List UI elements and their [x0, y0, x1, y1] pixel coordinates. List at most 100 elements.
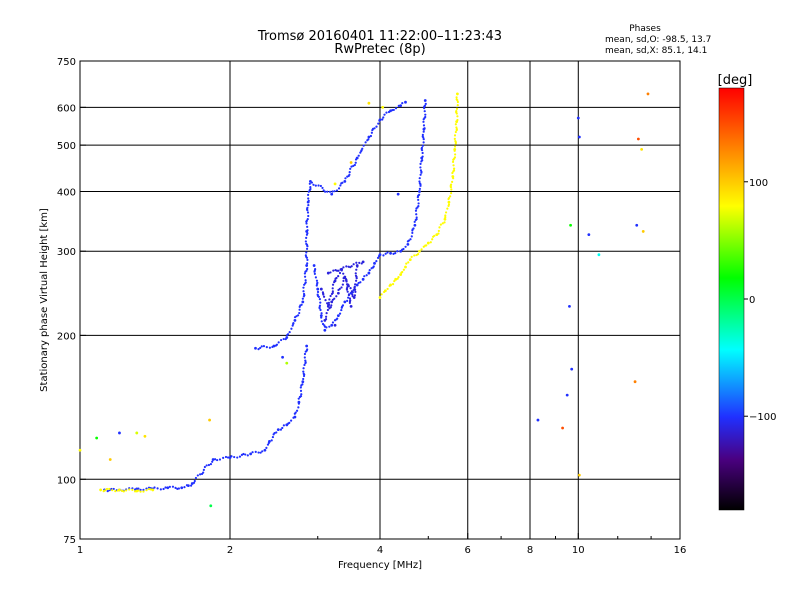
- trace-dot: [348, 173, 351, 176]
- trace-dot: [174, 486, 177, 489]
- trace-dot: [354, 283, 357, 286]
- trace-dot: [443, 221, 446, 224]
- trace-dot: [299, 389, 303, 392]
- trace-dot: [392, 252, 395, 255]
- trace-dot: [380, 293, 383, 296]
- trace-dot: [424, 102, 427, 105]
- data-point: [180, 486, 184, 490]
- trace-dot: [209, 463, 213, 466]
- trace-dot: [382, 116, 385, 119]
- data-point: [312, 264, 316, 267]
- trace-dot: [383, 290, 386, 294]
- trace-dot: [318, 307, 321, 310]
- trace-dot: [455, 128, 458, 131]
- trace-dot: [421, 151, 424, 155]
- trace-dot: [303, 352, 307, 356]
- trace-dot: [418, 193, 421, 196]
- data-point: [208, 418, 211, 422]
- trace-dot: [387, 110, 391, 114]
- trace-dot: [354, 272, 357, 275]
- data-point: [319, 287, 323, 291]
- trace-dot: [306, 267, 309, 271]
- trace-dot: [171, 485, 175, 488]
- trace-dot: [452, 164, 455, 167]
- trace-dot: [412, 227, 415, 230]
- trace-dot: [447, 196, 451, 200]
- trace-dot: [142, 488, 145, 491]
- trace-dot: [331, 290, 334, 293]
- trace-dot: [290, 419, 293, 422]
- trace-dot: [309, 186, 312, 189]
- trace-dot: [351, 293, 354, 296]
- trace-dot: [417, 202, 420, 205]
- trace-dot: [450, 188, 453, 191]
- x-tick-label: 6: [465, 545, 471, 556]
- trace-dot: [111, 489, 114, 492]
- trace-dot: [275, 343, 279, 346]
- data-point: [330, 323, 334, 327]
- trace-dot: [299, 386, 302, 389]
- trace-dot: [319, 308, 322, 312]
- trace-dot: [333, 190, 336, 193]
- trace-dot: [452, 169, 456, 172]
- trace-dot: [413, 254, 416, 257]
- trace-dot: [306, 206, 309, 209]
- trace-dot: [418, 182, 421, 185]
- y-tick-label: 500: [57, 141, 76, 152]
- data-point: [561, 426, 564, 430]
- trace-dot: [302, 377, 305, 381]
- trace-dot: [394, 107, 398, 110]
- data-point: [367, 271, 371, 275]
- trace-dot: [139, 488, 142, 491]
- trace-dot: [354, 161, 357, 164]
- trace-dot: [137, 489, 140, 492]
- data-point: [305, 344, 309, 348]
- trace-dot: [351, 295, 354, 298]
- trace-dot: [456, 104, 459, 107]
- trace-dot: [341, 304, 345, 307]
- trace-dot: [304, 254, 307, 257]
- trace-dot: [349, 167, 352, 170]
- trace-dot: [300, 393, 303, 396]
- trace-dot: [137, 487, 140, 490]
- trace-dot: [147, 487, 151, 491]
- y-tick-label: 200: [57, 331, 76, 342]
- trace-dot: [331, 287, 334, 290]
- axis-ticks: 1 2 4 6 8 10 16 75 100 200 300 400 500 600 750: [57, 57, 686, 556]
- data-point: [211, 458, 215, 461]
- trace-dot: [302, 367, 305, 370]
- trace-dot: [369, 134, 373, 138]
- colorbar: [718, 87, 745, 511]
- trace-dot: [326, 302, 329, 305]
- trace-dot: [267, 441, 270, 445]
- trace-dot: [345, 288, 349, 291]
- data-point: [143, 434, 147, 438]
- data-point: [330, 192, 334, 196]
- trace-dot: [131, 488, 134, 491]
- trace-dot: [328, 298, 331, 301]
- trace-dot: [350, 165, 353, 168]
- trace-dot: [159, 488, 162, 491]
- data-points: [78, 92, 650, 508]
- trace-dot: [354, 274, 358, 277]
- x-tick-label: 8: [527, 545, 533, 556]
- data-point: [399, 273, 403, 277]
- trace-dot: [348, 301, 351, 305]
- trace-dot: [456, 118, 459, 122]
- trace-dot: [325, 315, 328, 318]
- data-point: [568, 304, 571, 308]
- trace-dot: [431, 238, 434, 241]
- trace-dot: [279, 428, 283, 431]
- trace-dot: [305, 242, 308, 245]
- trace-dot: [288, 330, 291, 334]
- data-point: [333, 182, 337, 186]
- trace-dot: [368, 269, 371, 272]
- trace-dot: [213, 458, 217, 461]
- trace-dot: [322, 189, 325, 192]
- data-point: [78, 448, 82, 452]
- trace-dot: [149, 488, 152, 491]
- trace-dot: [322, 293, 325, 296]
- trace-dot: [233, 455, 236, 459]
- trace-dot: [334, 269, 337, 272]
- trace-dot: [419, 173, 422, 176]
